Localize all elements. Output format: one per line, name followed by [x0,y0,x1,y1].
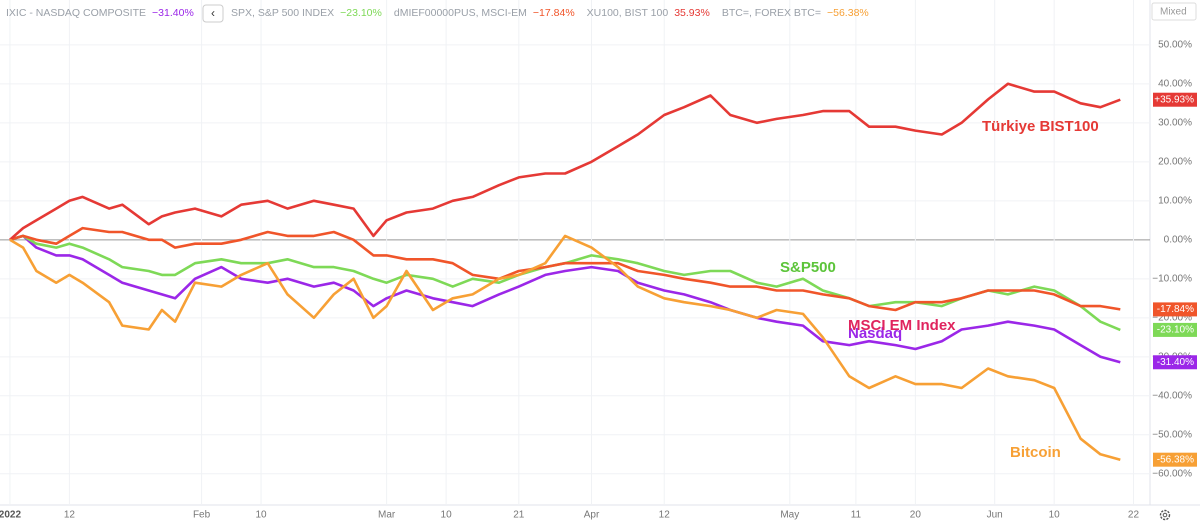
price-tag-box [1153,322,1197,337]
series-annotation: Bitcoin [1010,444,1061,461]
series-line [9,234,1121,461]
price-tag-label: -56.38% [1157,454,1194,465]
y-tick-label: −60.00% [1152,468,1192,479]
scale-button[interactable] [1151,2,1197,21]
series-line [9,234,1121,332]
x-tick-label: 10 [441,510,453,521]
y-tick-label: 40.00% [1158,78,1192,89]
x-tick-label: 20 [910,510,922,521]
legend-name: XU100, BIST 100 [587,7,669,19]
price-tag-box [1153,355,1197,370]
price-tag: -17.84% [1153,302,1197,317]
price-tag-box [1153,92,1197,107]
series-annotation: Nasdaq [848,325,902,342]
y-tick-label: −10.00% [1152,273,1192,284]
x-tick-label: May [780,510,799,521]
x-tick-label: 2022 [0,510,21,521]
legend-value: −17.84% [533,7,575,19]
legend-value: −31.40% [152,7,194,19]
x-tick-label: Feb [193,510,211,521]
legend-name: IXIC - NASDAQ COMPOSITE [6,7,146,19]
overlay: Nasdaq -31.40% S&P500 -23.10% MSCI EM Index -… [6,7,1197,467]
x-tick-label: 10 [1049,510,1061,521]
x-tick-label: Apr [584,510,600,521]
y-tick-label: 10.00% [1158,195,1192,206]
y-tick-label: −50.00% [1152,429,1192,440]
price-tag: -31.40% [1153,355,1197,370]
series-line [9,234,1121,364]
price-tag-label: -17.84% [1157,304,1194,315]
series-annotation: Türkiye BIST100 [982,118,1099,135]
x-tick-label: 21 [513,510,525,521]
legend-value: −56.38% [827,7,869,19]
series-annotation: S&P500 [780,259,836,276]
price-tag-box [1153,452,1197,467]
x-tick-label: 10 [256,510,268,521]
legend-name: SPX, S&P 500 INDEX [231,7,334,19]
legend-value: −23.10% [340,7,382,19]
legend-value: 35.93% [674,7,710,19]
y-tick-label: 0.00% [1164,234,1192,245]
x-tick-label: 22 [1128,510,1140,521]
price-tag: -23.10% [1153,322,1197,337]
plot [9,82,1121,461]
settings-icon[interactable] [1159,509,1171,521]
price-tag-label: -23.10% [1157,325,1194,336]
price-tag-label: -31.40% [1157,357,1194,368]
y-tick-label: 50.00% [1158,39,1192,50]
y-tick-label: −40.00% [1152,390,1192,401]
legend-name: dMIEF00000PUS, MSCI-EM [394,7,527,19]
x-tick-label: 11 [851,510,862,521]
x-tick-label: Mar [378,510,396,521]
scale-button-label[interactable]: Mixed [1160,7,1187,18]
price-tag: -56.38% [1153,452,1197,467]
series-annotation: MSCI EM Index [848,317,956,334]
y-tick-label: 30.00% [1158,117,1192,128]
price-tag: +35.93% [1153,92,1197,107]
y-tick-label: −20.00% [1152,312,1192,323]
price-scale [1150,0,1200,524]
x-tick-label: Jun [987,510,1003,521]
back-button[interactable] [202,4,224,23]
series-line [9,226,1121,312]
x-tick-label: 12 [64,510,76,521]
y-tick-label: 20.00% [1158,156,1192,167]
back-button-label[interactable]: ‹ [211,6,215,20]
legend-name: BTC=, FOREX BTC= [722,7,821,19]
price-tag-box [1153,302,1197,317]
x-tick-label: 12 [659,510,671,521]
series-line [9,82,1121,241]
legend: IXIC - NASDAQ COMPOSITE −31.40% SPX, S&P 5… [6,7,869,19]
price-tag-label: +35.93% [1154,94,1194,105]
